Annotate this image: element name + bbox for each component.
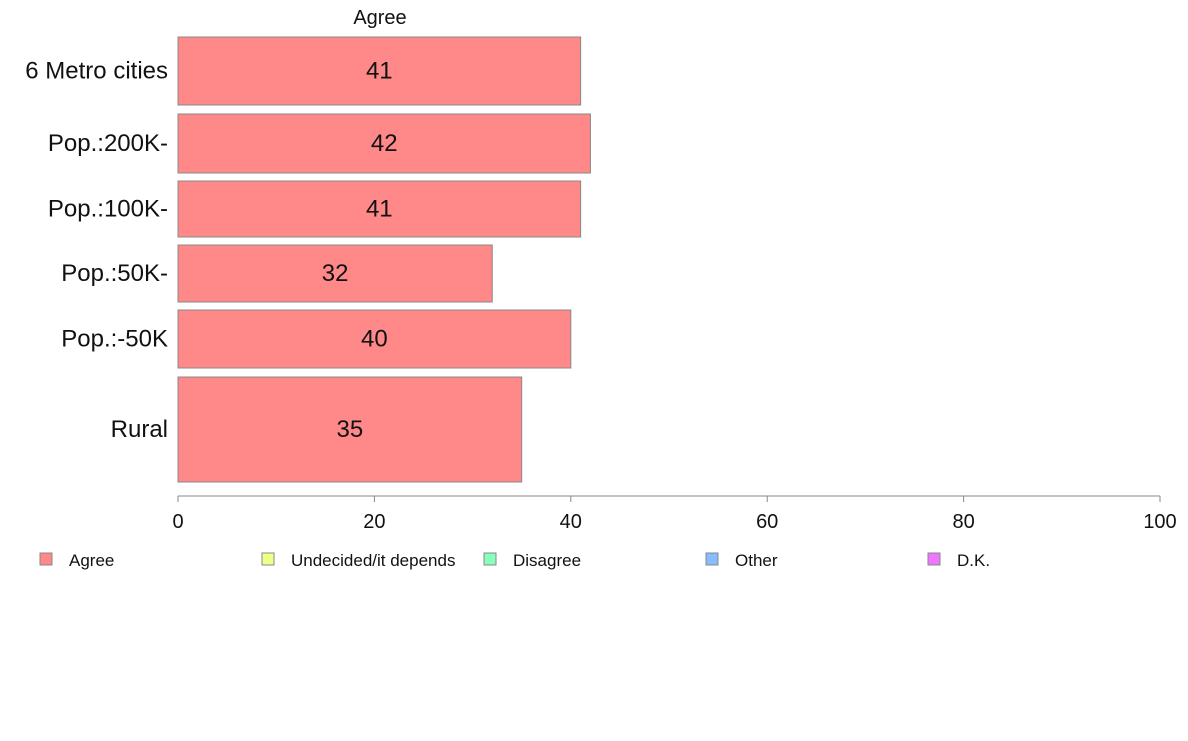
legend-label-0: Agree (69, 551, 114, 570)
bars-layer: 41 6 Metro cities 42 Pop.:200K- 41 Pop.:100K-… (25, 36, 591, 483)
legend-label-4: D.K. (957, 551, 990, 570)
category-label-5: Rural (111, 416, 168, 443)
bar-value-label-3: 32 (322, 260, 349, 287)
legend-swatch-2 (483, 552, 497, 566)
category-label-0: 6 Metro cities (25, 58, 168, 85)
x-tick-label-0: 0 (172, 511, 183, 533)
x-tick-label-3: 60 (756, 511, 778, 533)
legend-swatch-3 (705, 552, 719, 566)
legend-swatch-4 (927, 552, 941, 566)
bar-0 (177, 36, 582, 106)
x-axis: 0 20 40 60 80 100 (172, 495, 1177, 533)
x-tick-label-5: 100 (1143, 511, 1176, 533)
bar-4 (177, 309, 572, 369)
chart-title: Agree (353, 7, 406, 29)
category-label-4: Pop.:-50K (61, 326, 168, 353)
legend: Agree Undecided/it depends Disagree Other D.… (39, 551, 990, 570)
bar-value-label-2: 41 (366, 196, 393, 223)
category-label-3: Pop.:50K- (61, 260, 168, 287)
x-tick-label-4: 80 (952, 511, 974, 533)
category-label-2: Pop.:100K- (48, 196, 168, 223)
legend-label-2: Disagree (513, 551, 581, 570)
bar-value-label-0: 41 (366, 58, 393, 85)
bar-value-label-4: 40 (361, 326, 388, 353)
bar-3 (177, 244, 493, 303)
legend-swatch-0 (39, 552, 53, 566)
legend-swatch-1 (261, 552, 275, 566)
bar-value-label-5: 35 (336, 416, 363, 443)
legend-label-3: Other (735, 551, 778, 570)
bar-2 (177, 180, 582, 238)
x-tick-label-1: 20 (363, 511, 385, 533)
x-tick-label-2: 40 (560, 511, 582, 533)
bar-5 (177, 376, 523, 483)
legend-label-1: Undecided/it depends (291, 551, 455, 570)
category-label-1: Pop.:200K- (48, 130, 168, 157)
bar-value-label-1: 42 (371, 130, 398, 157)
bar-1 (177, 113, 591, 174)
